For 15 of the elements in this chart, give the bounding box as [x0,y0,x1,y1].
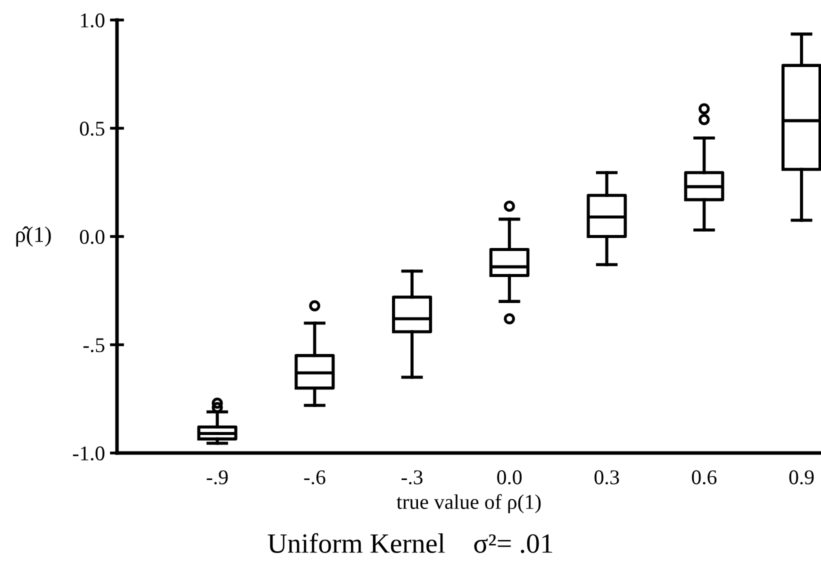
x-tick-label: 0.6 [692,470,717,484]
x-axis-title: true value of ρ(1) [396,494,541,514]
y-tick-label: -1.0 [72,446,104,461]
x-tick-label: 0.9 [789,470,814,484]
x-tick-label: -.9 [206,470,228,484]
x-tick-label: 0.0 [497,470,522,484]
y-tick-label: 1.0 [80,13,104,28]
x-tick-label: 0.3 [594,470,619,484]
y-axis-title: ρ̂(1) [16,226,51,247]
y-tick-label: 0.5 [80,122,104,136]
x-tick-label: -.6 [304,470,326,484]
text: Uniform Kernel σ²= .01 [268,533,552,554]
x-tick-label: -.3 [402,470,423,484]
y-tick-label: -.5 [83,338,104,352]
y-tick-label: 0.0 [80,230,104,244]
